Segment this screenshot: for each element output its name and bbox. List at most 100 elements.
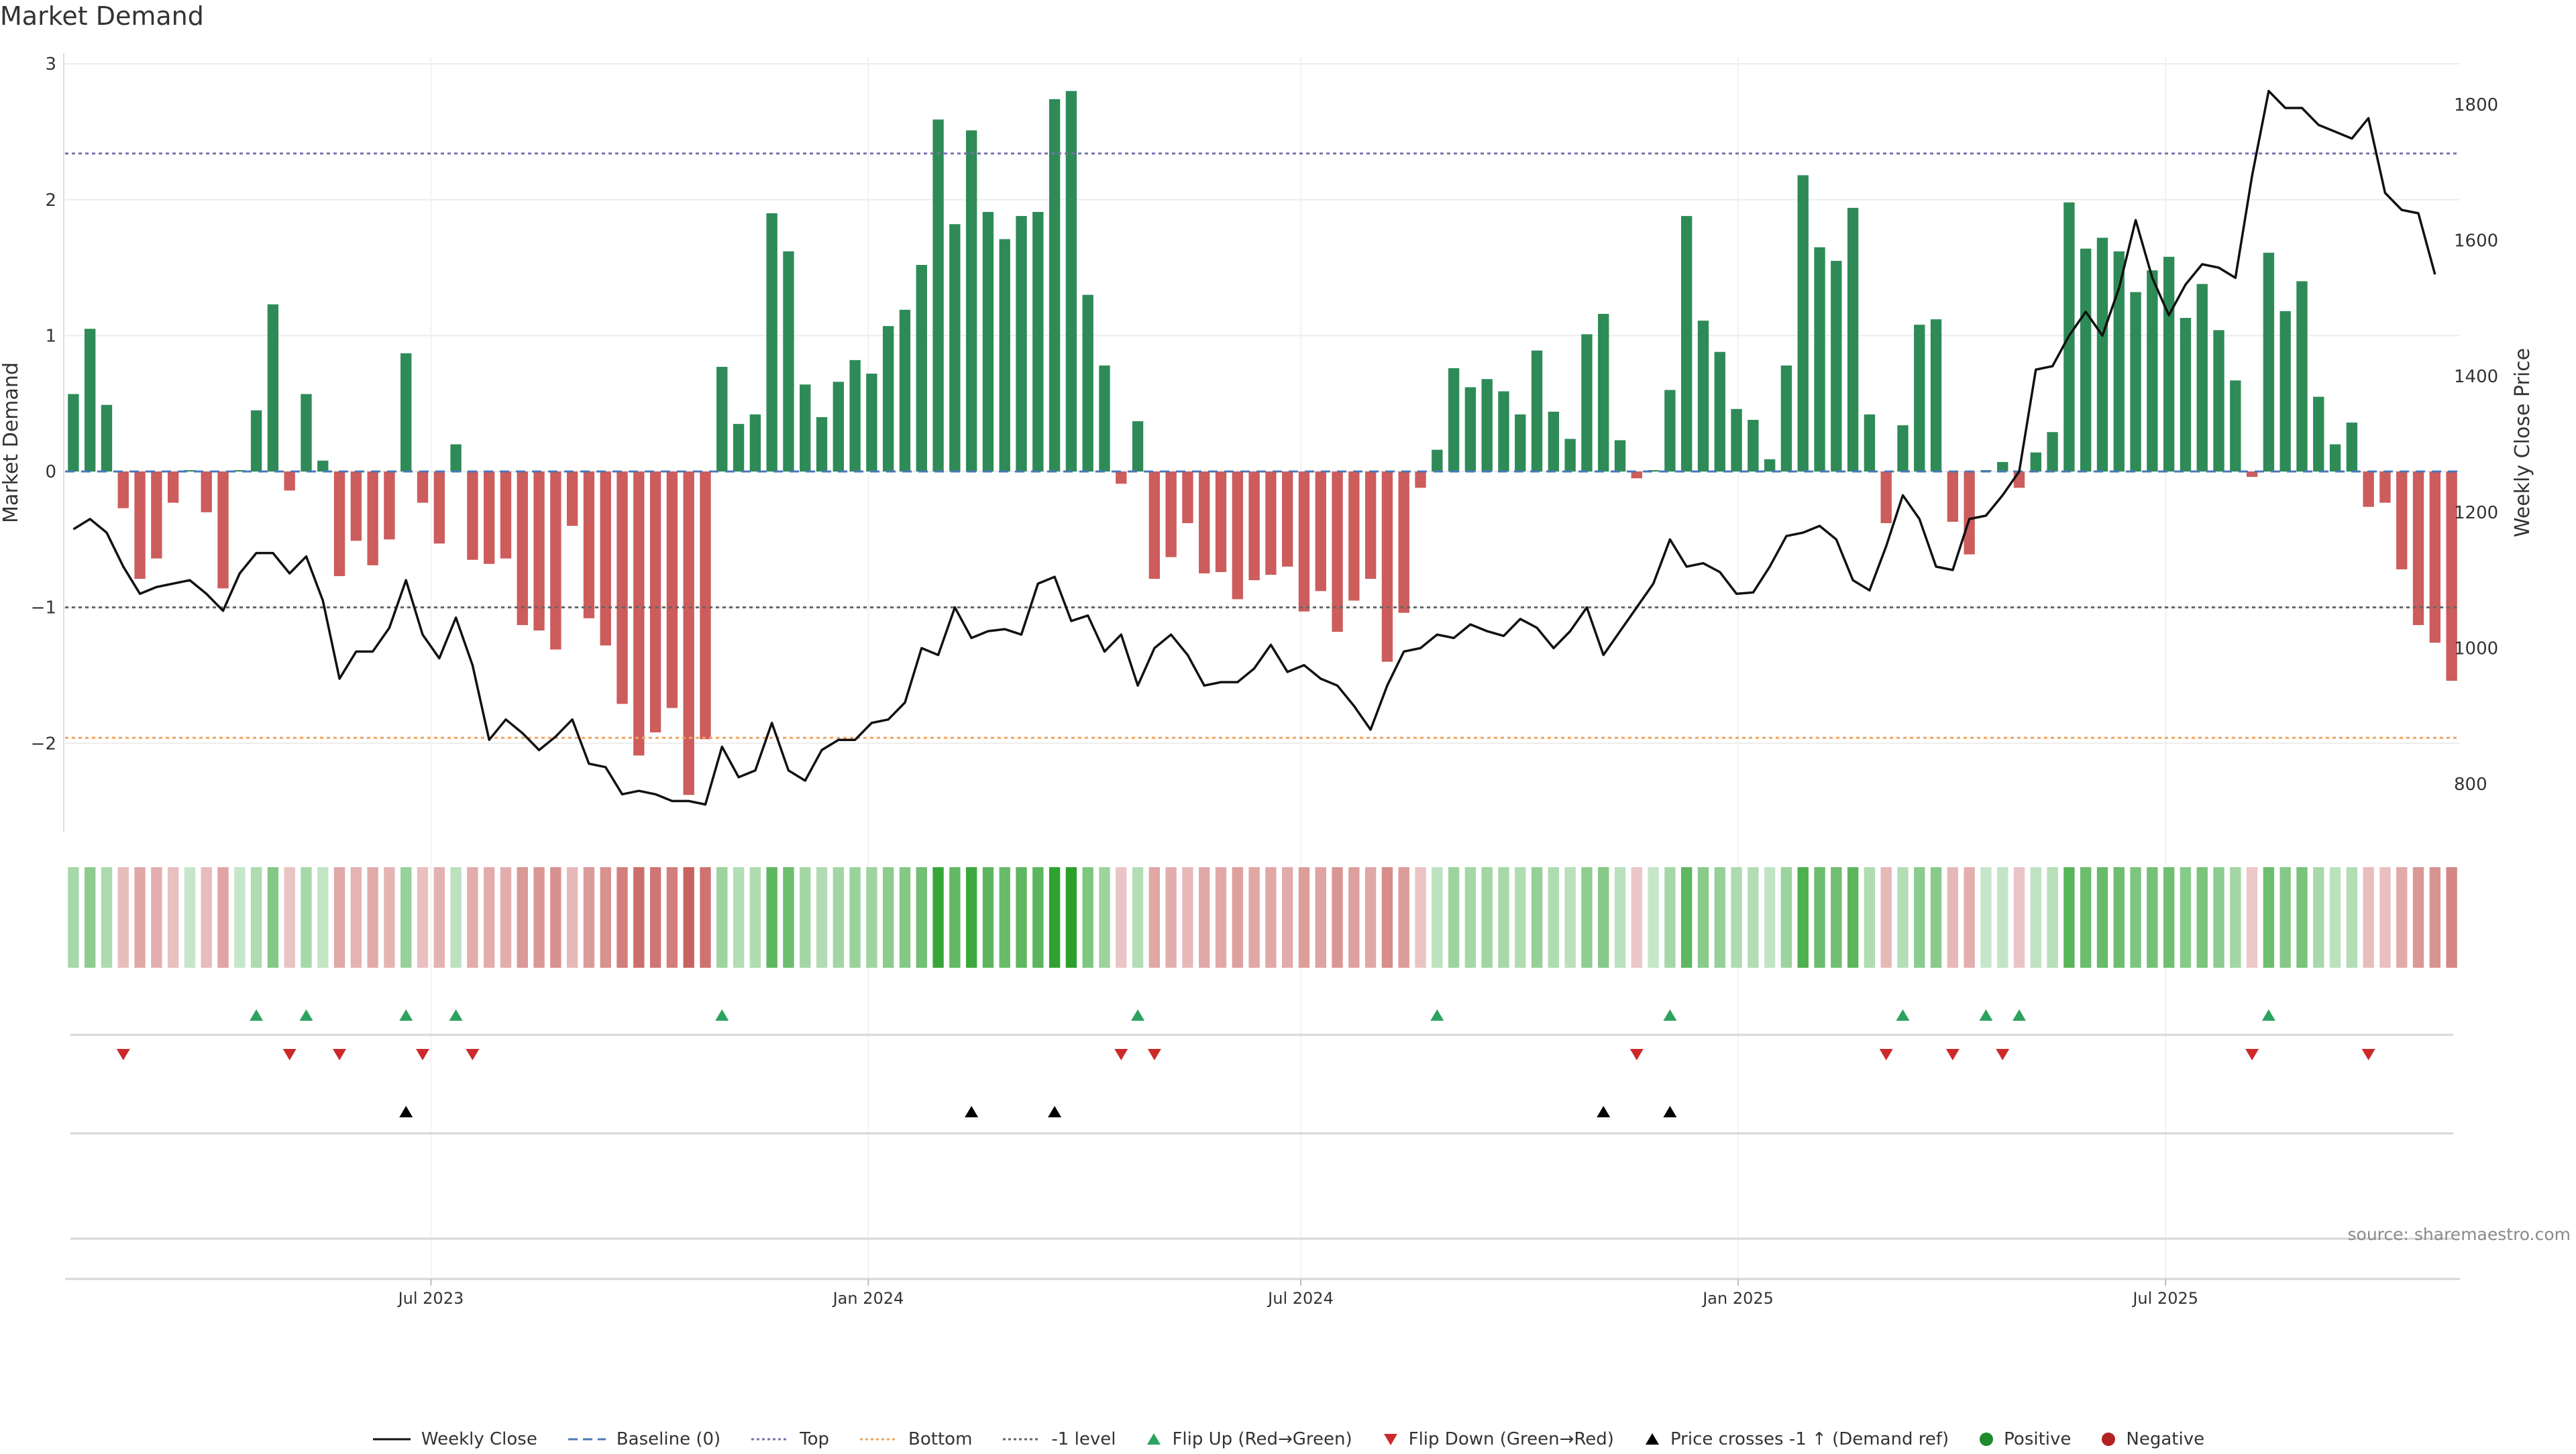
heat-cell: [2296, 867, 2308, 968]
heat-cell: [899, 867, 911, 968]
demand-bar: [2163, 256, 2175, 472]
y-tick-label: −1: [31, 598, 56, 618]
flip-down-marker: [1147, 1049, 1161, 1060]
heat-cell: [500, 867, 512, 968]
heat-cell: [965, 867, 977, 968]
demand-bar: [2147, 270, 2158, 472]
heat-cell: [849, 867, 861, 968]
x-tick-label: Jul 2023: [397, 1289, 464, 1308]
demand-bar: [1664, 390, 1676, 472]
demand-bar: [583, 471, 595, 618]
heat-cell: [1748, 867, 1759, 968]
heat-cell: [1348, 867, 1360, 968]
flip-down-marker: [2245, 1049, 2259, 1060]
heat-cell: [1564, 867, 1576, 968]
heat-cell: [1880, 867, 1892, 968]
heat-cell: [484, 867, 495, 968]
heat-cell: [733, 867, 745, 968]
heat-cell: [1464, 867, 1477, 968]
heat-cell: [1914, 867, 1925, 968]
heat-cell: [816, 867, 828, 968]
heat-cell: [2080, 867, 2092, 968]
flip-up-marker: [250, 1009, 264, 1021]
legend-item: Negative: [2100, 1429, 2204, 1449]
heat-cell: [800, 867, 811, 968]
demand-bar: [2379, 471, 2391, 503]
heat-cell: [1681, 867, 1693, 968]
heat-cell: [583, 867, 595, 968]
price-cross-marker: [965, 1106, 979, 1117]
flip-up-marker: [2012, 1009, 2027, 1021]
demand-heat-strip: [68, 867, 2457, 968]
x-tick-label: Jan 2025: [1701, 1289, 1774, 1308]
demand-bar: [367, 471, 378, 565]
demand-bar: [2412, 471, 2424, 625]
demand-bar: [1648, 470, 1659, 472]
demand-bar: [949, 224, 961, 472]
demand-bar: [1199, 471, 1210, 573]
heat-cell: [1199, 867, 1210, 968]
heat-cell: [2429, 867, 2440, 968]
heat-cell: [384, 867, 395, 968]
heat-cell: [2263, 867, 2275, 968]
heat-cell: [417, 867, 429, 968]
y2-tick-label: 1400: [2454, 367, 2498, 387]
heat-cell: [1165, 867, 1177, 968]
demand-bar: [1082, 294, 1093, 472]
demand-bar: [85, 329, 96, 472]
flip-up-marker: [1131, 1009, 1145, 1021]
heat-cell: [749, 867, 761, 968]
heat-cell: [1032, 867, 1044, 968]
demand-bar: [2013, 471, 2025, 488]
flip-down-marker: [333, 1049, 347, 1060]
heat-cell: [367, 867, 378, 968]
heat-cell: [201, 867, 212, 968]
demand-bar: [484, 471, 495, 564]
heat-cell: [916, 867, 927, 968]
heat-cell: [117, 867, 129, 968]
legend-label: Price crosses -1 ↑ (Demand ref): [1670, 1429, 1949, 1449]
legend-item: Bottom: [859, 1429, 972, 1449]
demand-bar: [2230, 380, 2241, 472]
heat-cell: [1248, 867, 1260, 968]
heat-cell: [666, 867, 678, 968]
demand-bar: [1364, 471, 1377, 579]
flip-down-marker: [466, 1049, 480, 1060]
demand-bar: [267, 304, 279, 472]
heat-cell: [1648, 867, 1659, 968]
demand-bar: [2296, 281, 2308, 472]
demand-bar: [1764, 459, 1776, 472]
demand-bar: [433, 471, 445, 544]
heat-cell: [2379, 867, 2391, 968]
demand-bar: [184, 470, 196, 472]
heat-cell: [1381, 867, 1393, 968]
demand-bar: [2096, 237, 2108, 472]
heat-cell: [716, 867, 728, 968]
legend-label: Flip Down (Green→Red): [1408, 1429, 1614, 1449]
demand-bar: [1132, 421, 1144, 472]
legend-marker-dotted-line-orange: [859, 1431, 899, 1447]
demand-bar: [849, 359, 861, 472]
heat-cell: [2346, 867, 2358, 968]
y-tick-label: 2: [45, 190, 56, 211]
demand-bar: [450, 444, 462, 472]
heat-cell: [450, 867, 462, 968]
heat-cell: [766, 867, 777, 968]
demand-bar: [467, 471, 478, 560]
heat-cell: [1831, 867, 1842, 968]
heat-cell: [1215, 867, 1227, 968]
demand-bar: [749, 414, 761, 472]
heat-cell: [1282, 867, 1293, 968]
source-note: source: sharemaestro.com: [2347, 1225, 2571, 1244]
heat-cell: [866, 867, 877, 968]
demand-bar: [1731, 408, 1742, 472]
flip-up-marker: [715, 1009, 729, 1021]
demand-bar: [1631, 471, 1642, 479]
y-tick-label: 1: [45, 326, 56, 346]
heat-cell: [1265, 867, 1277, 968]
legend-item: Baseline (0): [567, 1429, 720, 1449]
demand-bar: [1215, 471, 1227, 572]
demand-bars: [68, 91, 2457, 795]
demand-bar: [1315, 471, 1326, 592]
heat-cell: [633, 867, 645, 968]
